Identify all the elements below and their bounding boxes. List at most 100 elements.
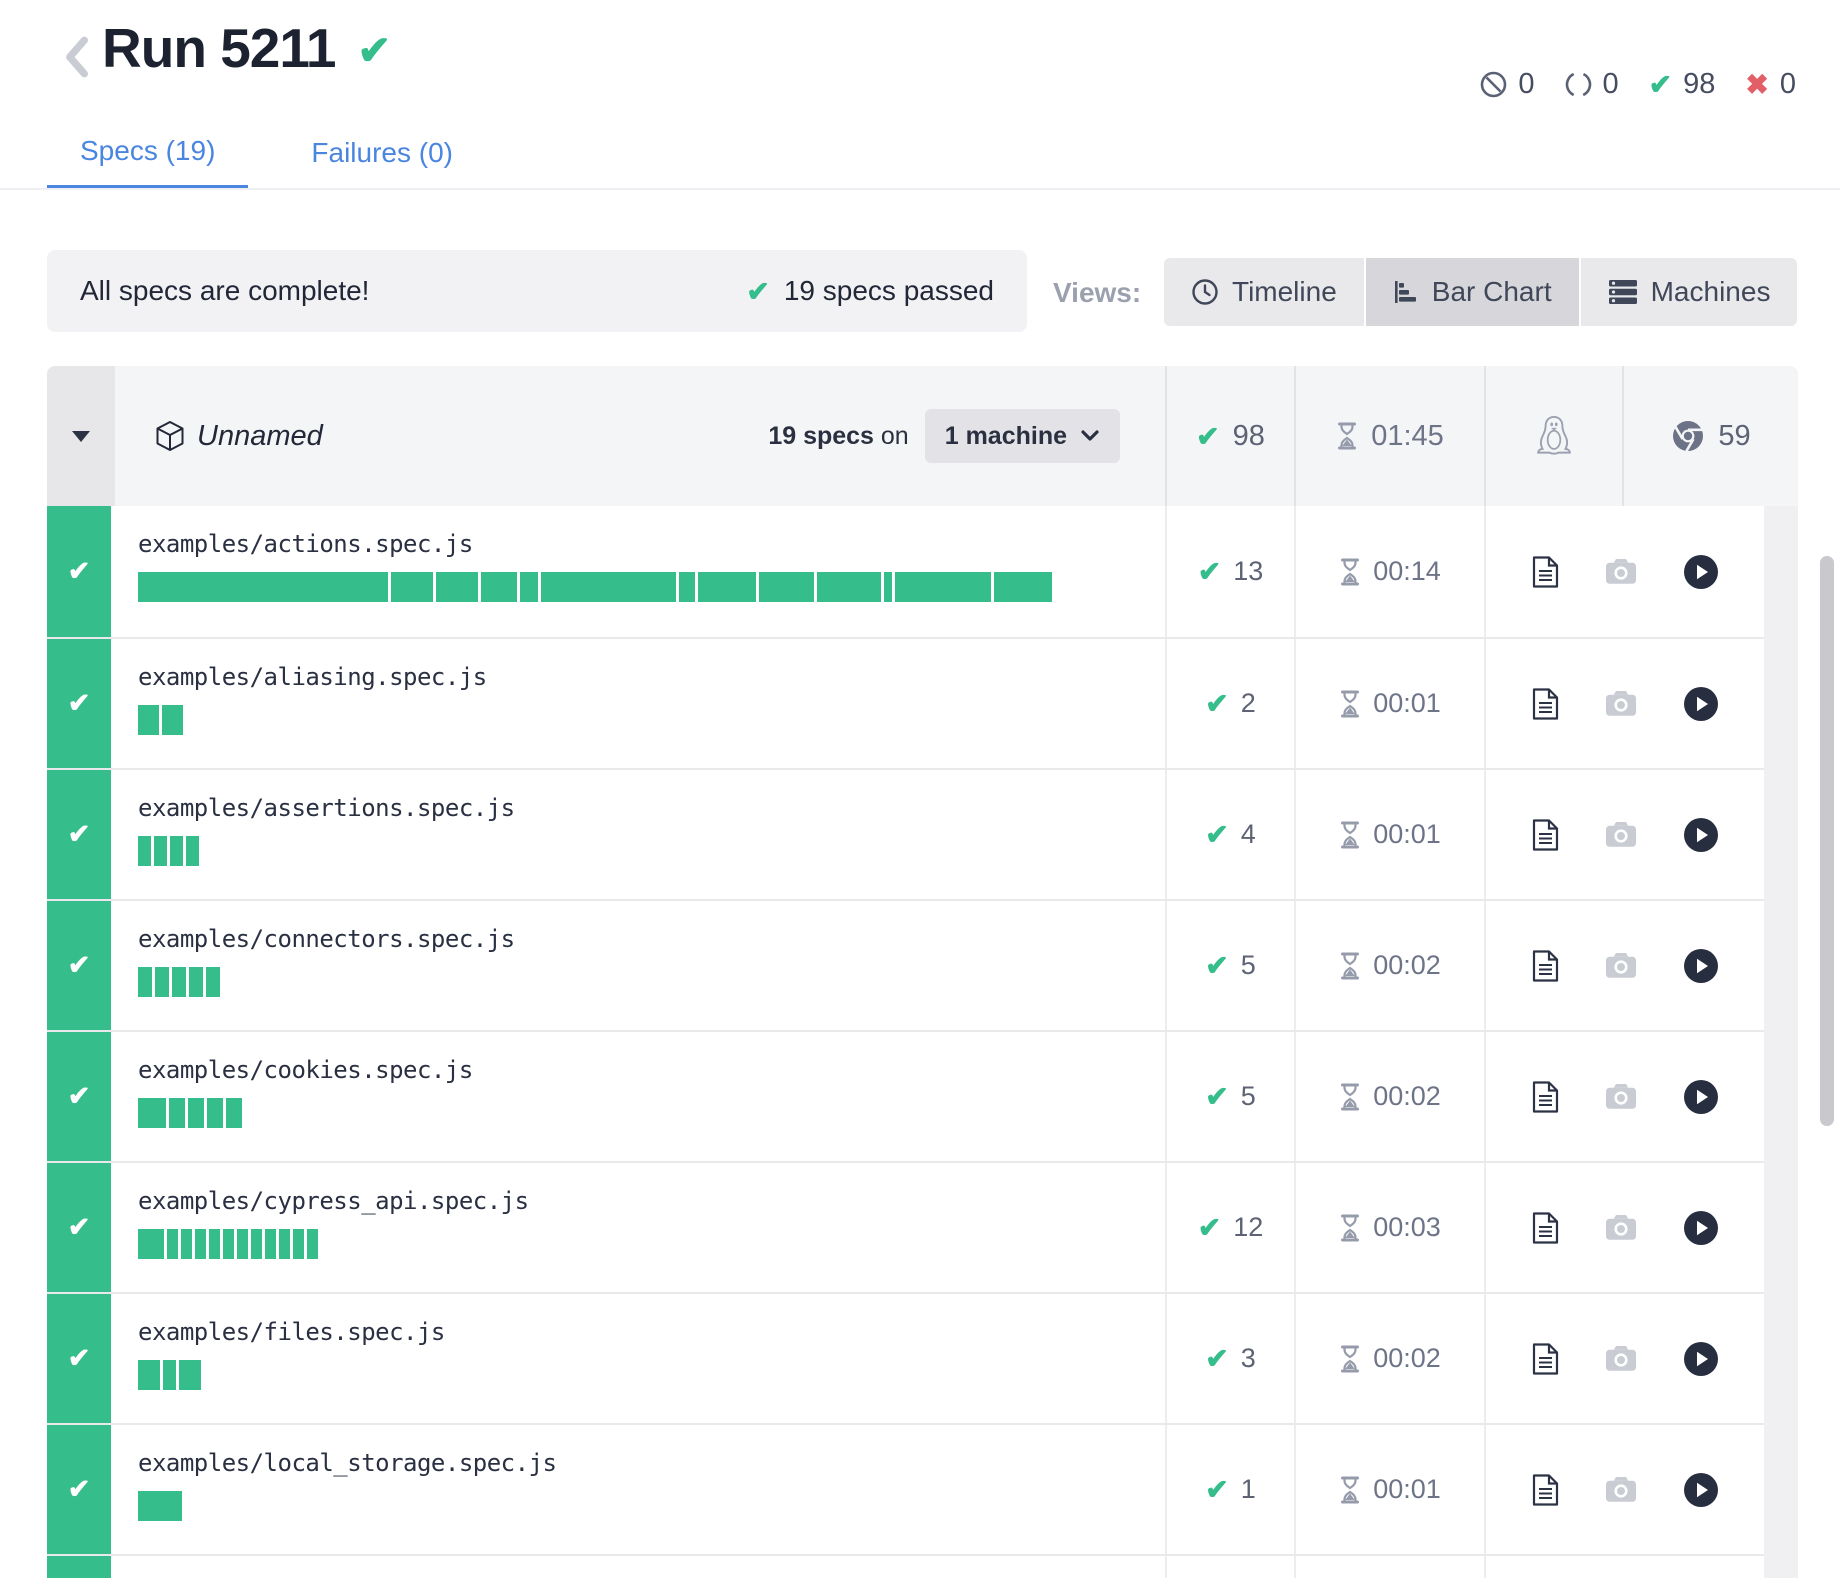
bar-segment[interactable] [884,572,892,602]
screenshots-button[interactable] [1605,1083,1637,1110]
bar-segment[interactable] [138,1360,160,1390]
bar-segment[interactable] [265,1229,276,1259]
screenshots-button[interactable] [1605,1345,1637,1372]
browser-version: 59 [1718,419,1751,452]
bar-segment[interactable] [391,572,433,602]
bar-segment[interactable] [279,1229,290,1259]
screenshots-button[interactable] [1605,1476,1637,1503]
spec-duration-bar [138,967,1165,997]
bar-segment[interactable] [138,1229,164,1259]
screenshots-button[interactable] [1605,821,1637,848]
video-play-button[interactable] [1683,686,1719,722]
screenshots-button[interactable] [1605,952,1637,979]
tab-failures[interactable]: Failures (0) [311,137,453,168]
bar-segment[interactable] [994,572,1052,602]
bar-segment[interactable] [163,1360,176,1390]
spec-passed-cell: ✔ 1 [1165,1425,1294,1554]
machines-view-button[interactable]: Machines [1580,258,1798,326]
bar-chart-view-button[interactable]: Bar Chart [1365,258,1579,326]
bar-segment[interactable] [154,836,167,866]
run-title: Run 5211 [102,17,337,79]
scrollbar-thumb[interactable] [1820,556,1834,1126]
bar-segment[interactable] [179,1360,201,1390]
bar-segment[interactable] [817,572,881,602]
spec-row[interactable]: ✔ examples/cypress_api.spec.js ✔ 12 00:0… [47,1161,1764,1292]
bar-segment[interactable] [223,1229,234,1259]
tab-specs[interactable]: Specs (19) [47,116,249,190]
bar-segment[interactable] [520,572,538,602]
bar-segment[interactable] [162,705,183,735]
bar-segment[interactable] [172,967,186,997]
screenshots-button[interactable] [1605,558,1637,585]
stdout-button[interactable] [1532,1211,1559,1244]
camera-icon [1605,952,1636,978]
video-play-button[interactable] [1683,1210,1719,1246]
video-play-button[interactable] [1683,817,1719,853]
video-play-button[interactable] [1683,554,1719,590]
bar-segment[interactable] [138,1491,182,1521]
stdout-button[interactable] [1532,687,1559,720]
bar-segment[interactable] [679,572,695,602]
machine-selector[interactable]: 1 machine [924,409,1120,463]
video-play-button[interactable] [1683,1341,1719,1377]
video-play-button[interactable] [1683,1079,1719,1115]
stdout-button[interactable] [1532,818,1559,851]
bar-segment[interactable] [138,705,159,735]
bar-segment[interactable] [188,1098,204,1128]
bar-segment[interactable] [138,1098,166,1128]
bar-segment[interactable] [206,967,220,997]
bar-segment[interactable] [186,836,199,866]
bar-segment[interactable] [209,1229,220,1259]
spec-row[interactable]: ✔ examples/cookies.spec.js ✔ 5 00:02 [47,1030,1764,1161]
bar-segment[interactable] [481,572,517,602]
bar-segment[interactable] [181,1229,192,1259]
bar-segment[interactable] [895,572,991,602]
spec-row[interactable]: ✔ examples/assertions.spec.js ✔ 4 00:01 [47,768,1764,899]
document-icon [1532,949,1558,982]
stdout-button[interactable] [1532,1080,1559,1113]
stdout-button[interactable] [1532,555,1559,588]
bar-segment[interactable] [170,836,183,866]
timeline-view-button[interactable]: Timeline [1164,258,1364,326]
video-play-button[interactable] [1683,948,1719,984]
spec-duration: 00:03 [1373,1212,1441,1242]
spec-artifacts-cell [1484,1425,1764,1554]
bar-segment[interactable] [541,572,676,602]
bar-segment[interactable] [307,1229,318,1259]
bar-segment[interactable] [698,572,756,602]
bar-segment[interactable] [237,1229,248,1259]
stdout-button[interactable] [1532,1473,1559,1506]
spec-duration-bar [138,1098,1165,1128]
stdout-button[interactable] [1532,1342,1559,1375]
collapse-group-button[interactable] [47,366,115,506]
video-play-button[interactable] [1683,1472,1719,1508]
bar-segment[interactable] [138,572,388,602]
spec-row[interactable]: ✔ examples/aliasing.spec.js ✔ 2 00:01 [47,637,1764,768]
play-icon [1683,1472,1718,1507]
spec-row[interactable]: ✔ examples/connectors.spec.js ✔ 5 00:02 [47,899,1764,1030]
bar-segment[interactable] [189,967,203,997]
bar-segment[interactable] [759,572,814,602]
cross-icon: ✖ [1745,69,1769,100]
bar-segment[interactable] [167,1229,178,1259]
back-button[interactable] [62,34,90,80]
linux-icon [1537,415,1571,455]
bar-segment[interactable] [436,572,478,602]
bar-segment[interactable] [138,967,152,997]
bar-segment[interactable] [169,1098,185,1128]
bar-segment[interactable] [138,836,151,866]
spec-row[interactable]: ✔ examples/actions.spec.js ✔ 13 00:14 [47,506,1764,637]
bar-segment[interactable] [293,1229,304,1259]
spec-row[interactable]: ✔ examples/files.spec.js ✔ 3 00:02 [47,1292,1764,1423]
spec-row[interactable]: ✔ examples/local_storage.spec.js ✔ 1 00:… [47,1423,1764,1554]
machine-selector-label: 1 machine [944,421,1067,450]
screenshots-button[interactable] [1605,1214,1637,1241]
screenshots-button[interactable] [1605,690,1637,717]
bar-segment[interactable] [207,1098,223,1128]
bar-segment[interactable] [195,1229,206,1259]
bar-segment[interactable] [251,1229,262,1259]
bar-segment[interactable] [226,1098,242,1128]
spec-row[interactable]: ✔ ✔ [47,1554,1764,1578]
stdout-button[interactable] [1532,949,1559,982]
bar-segment[interactable] [155,967,169,997]
